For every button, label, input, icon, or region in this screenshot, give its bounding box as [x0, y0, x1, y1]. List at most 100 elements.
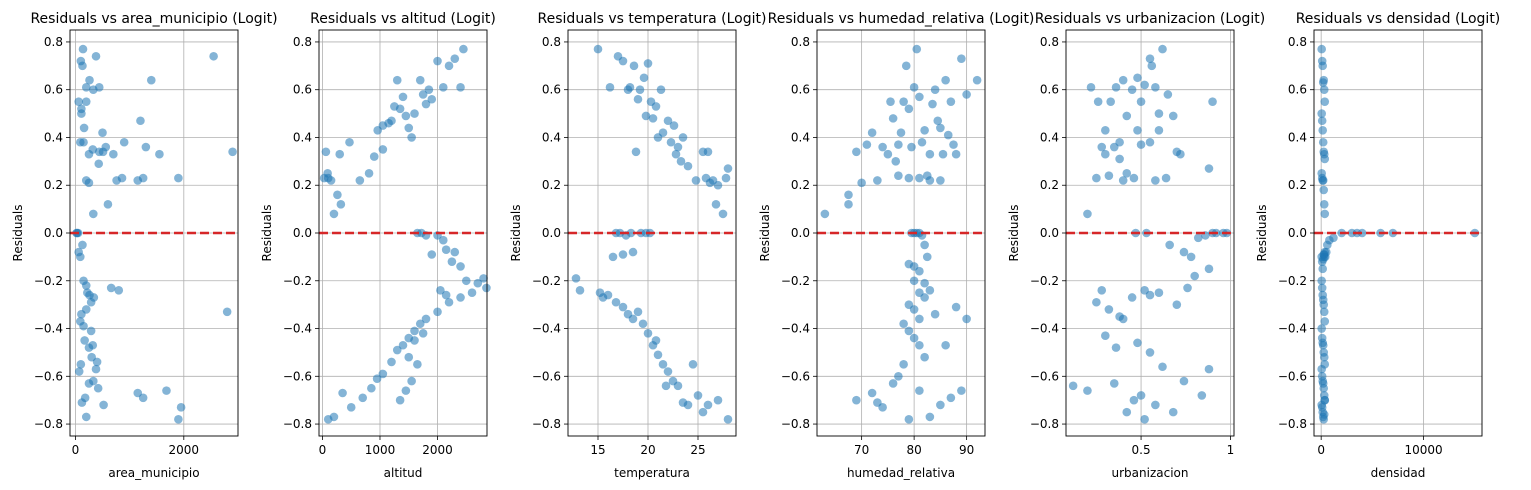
- data-point: [909, 305, 919, 314]
- y-tick-label: 0.6: [791, 83, 810, 97]
- data-point: [355, 176, 365, 185]
- data-point: [936, 176, 945, 185]
- y-axis-label: Residuals: [1007, 205, 1021, 262]
- data-point: [643, 59, 653, 68]
- data-point: [957, 54, 966, 63]
- data-point: [372, 374, 382, 383]
- data-point: [119, 137, 129, 147]
- data-point: [663, 367, 673, 376]
- data-point: [691, 176, 701, 185]
- data-point: [638, 319, 648, 329]
- y-tick-label: −0.6: [532, 369, 561, 383]
- data-point: [91, 51, 101, 61]
- data-point: [1129, 173, 1139, 183]
- data-point: [338, 388, 347, 398]
- y-tick-label: 0.8: [542, 35, 561, 49]
- data-point: [378, 121, 388, 130]
- data-point: [1317, 276, 1326, 286]
- data-point: [86, 326, 96, 336]
- data-point: [1317, 116, 1327, 126]
- data-point: [894, 371, 903, 381]
- data-point: [1133, 126, 1142, 135]
- data-point: [433, 56, 442, 66]
- x-axis-label: area_municipio: [108, 466, 199, 480]
- data-point: [345, 137, 354, 147]
- data-point: [962, 90, 971, 99]
- data-point: [329, 209, 339, 219]
- data-point: [1319, 307, 1329, 317]
- y-tick-label: −0.2: [532, 274, 561, 288]
- x-tick-label: 0: [319, 443, 327, 457]
- data-point: [925, 412, 935, 422]
- data-point: [86, 297, 96, 307]
- y-tick-label: −0.6: [34, 369, 63, 383]
- data-point: [407, 376, 416, 386]
- data-point: [1145, 54, 1155, 63]
- y-tick-label: −0.8: [532, 417, 561, 431]
- data-point: [1154, 288, 1164, 298]
- data-point: [141, 142, 151, 152]
- data-point: [398, 92, 408, 102]
- data-point: [1168, 111, 1178, 121]
- data-point: [1318, 137, 1328, 147]
- data-point: [723, 414, 733, 424]
- data-point: [593, 44, 603, 54]
- data-point: [1357, 228, 1367, 238]
- data-point: [176, 403, 186, 412]
- data-point: [852, 147, 861, 157]
- data-point: [899, 97, 908, 106]
- data-point: [1165, 240, 1174, 250]
- data-point: [946, 393, 956, 403]
- data-point: [678, 133, 688, 142]
- data-point: [909, 333, 919, 343]
- data-point: [74, 367, 84, 376]
- data-point: [101, 142, 111, 152]
- data-point: [915, 266, 924, 276]
- data-point: [1151, 176, 1160, 185]
- data-point: [928, 99, 937, 109]
- y-tick-label: 0.4: [542, 130, 561, 144]
- data-point: [413, 360, 422, 369]
- data-point: [669, 121, 679, 130]
- data-point: [723, 164, 733, 173]
- data-point: [1318, 61, 1328, 71]
- data-point: [631, 147, 641, 157]
- data-point: [410, 326, 419, 336]
- data-point: [713, 395, 723, 405]
- data-point: [904, 173, 914, 183]
- data-point: [1083, 386, 1092, 395]
- data-point: [482, 283, 491, 293]
- data-point: [693, 391, 703, 400]
- data-point: [84, 178, 94, 188]
- data-point: [1101, 149, 1110, 159]
- data-point: [648, 114, 658, 123]
- y-tick-label: −0.8: [1278, 417, 1307, 431]
- data-point: [852, 395, 861, 405]
- data-point: [915, 92, 924, 102]
- data-point: [904, 326, 914, 336]
- data-point: [1172, 300, 1182, 309]
- data-point: [323, 414, 333, 424]
- data-point: [1317, 283, 1327, 293]
- x-tick-label: 2000: [169, 443, 200, 457]
- x-axis-label: altitud: [384, 466, 423, 480]
- y-axis-label: Residuals: [260, 205, 274, 262]
- data-point: [703, 147, 713, 157]
- data-point: [421, 314, 431, 324]
- data-point: [628, 314, 638, 324]
- data-point: [1158, 362, 1167, 372]
- chart-title: Residuals vs densidad (Logit): [1296, 11, 1501, 27]
- x-axis-label: densidad: [1371, 466, 1426, 480]
- data-point: [915, 340, 924, 350]
- data-point: [1172, 147, 1182, 157]
- data-point: [883, 149, 893, 159]
- data-point: [1133, 73, 1142, 83]
- data-point: [946, 97, 956, 106]
- data-point: [1140, 80, 1149, 90]
- y-tick-label: −0.2: [283, 274, 312, 288]
- data-point: [1204, 364, 1214, 374]
- data-point: [404, 123, 414, 133]
- data-point: [936, 400, 945, 410]
- data-point: [1129, 395, 1139, 405]
- data-point: [1154, 126, 1164, 135]
